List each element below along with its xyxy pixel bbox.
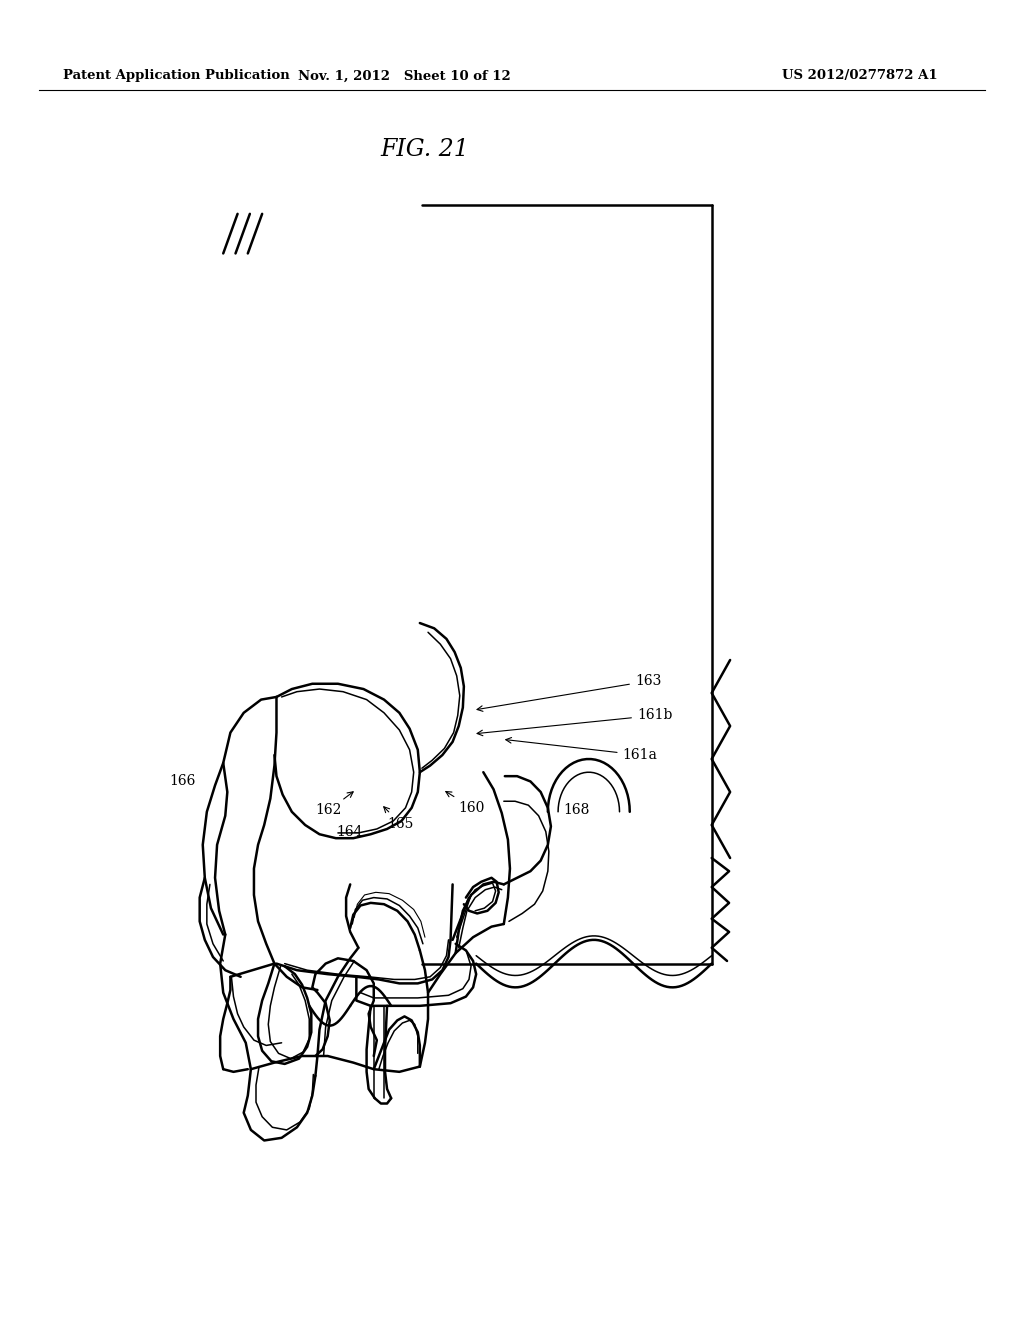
Text: 161b: 161b <box>477 709 673 735</box>
Text: FIG. 21: FIG. 21 <box>381 137 469 161</box>
Text: Patent Application Publication: Patent Application Publication <box>63 70 290 82</box>
Text: Nov. 1, 2012   Sheet 10 of 12: Nov. 1, 2012 Sheet 10 of 12 <box>298 70 511 82</box>
Text: 164: 164 <box>336 825 362 838</box>
Text: 166: 166 <box>169 775 196 788</box>
Text: 163: 163 <box>477 675 662 711</box>
Text: 161a: 161a <box>506 738 657 762</box>
Text: 162: 162 <box>315 792 353 817</box>
Text: 168: 168 <box>563 804 590 817</box>
Text: 165: 165 <box>384 807 414 830</box>
Text: US 2012/0277872 A1: US 2012/0277872 A1 <box>782 70 938 82</box>
Text: 160: 160 <box>445 792 485 814</box>
